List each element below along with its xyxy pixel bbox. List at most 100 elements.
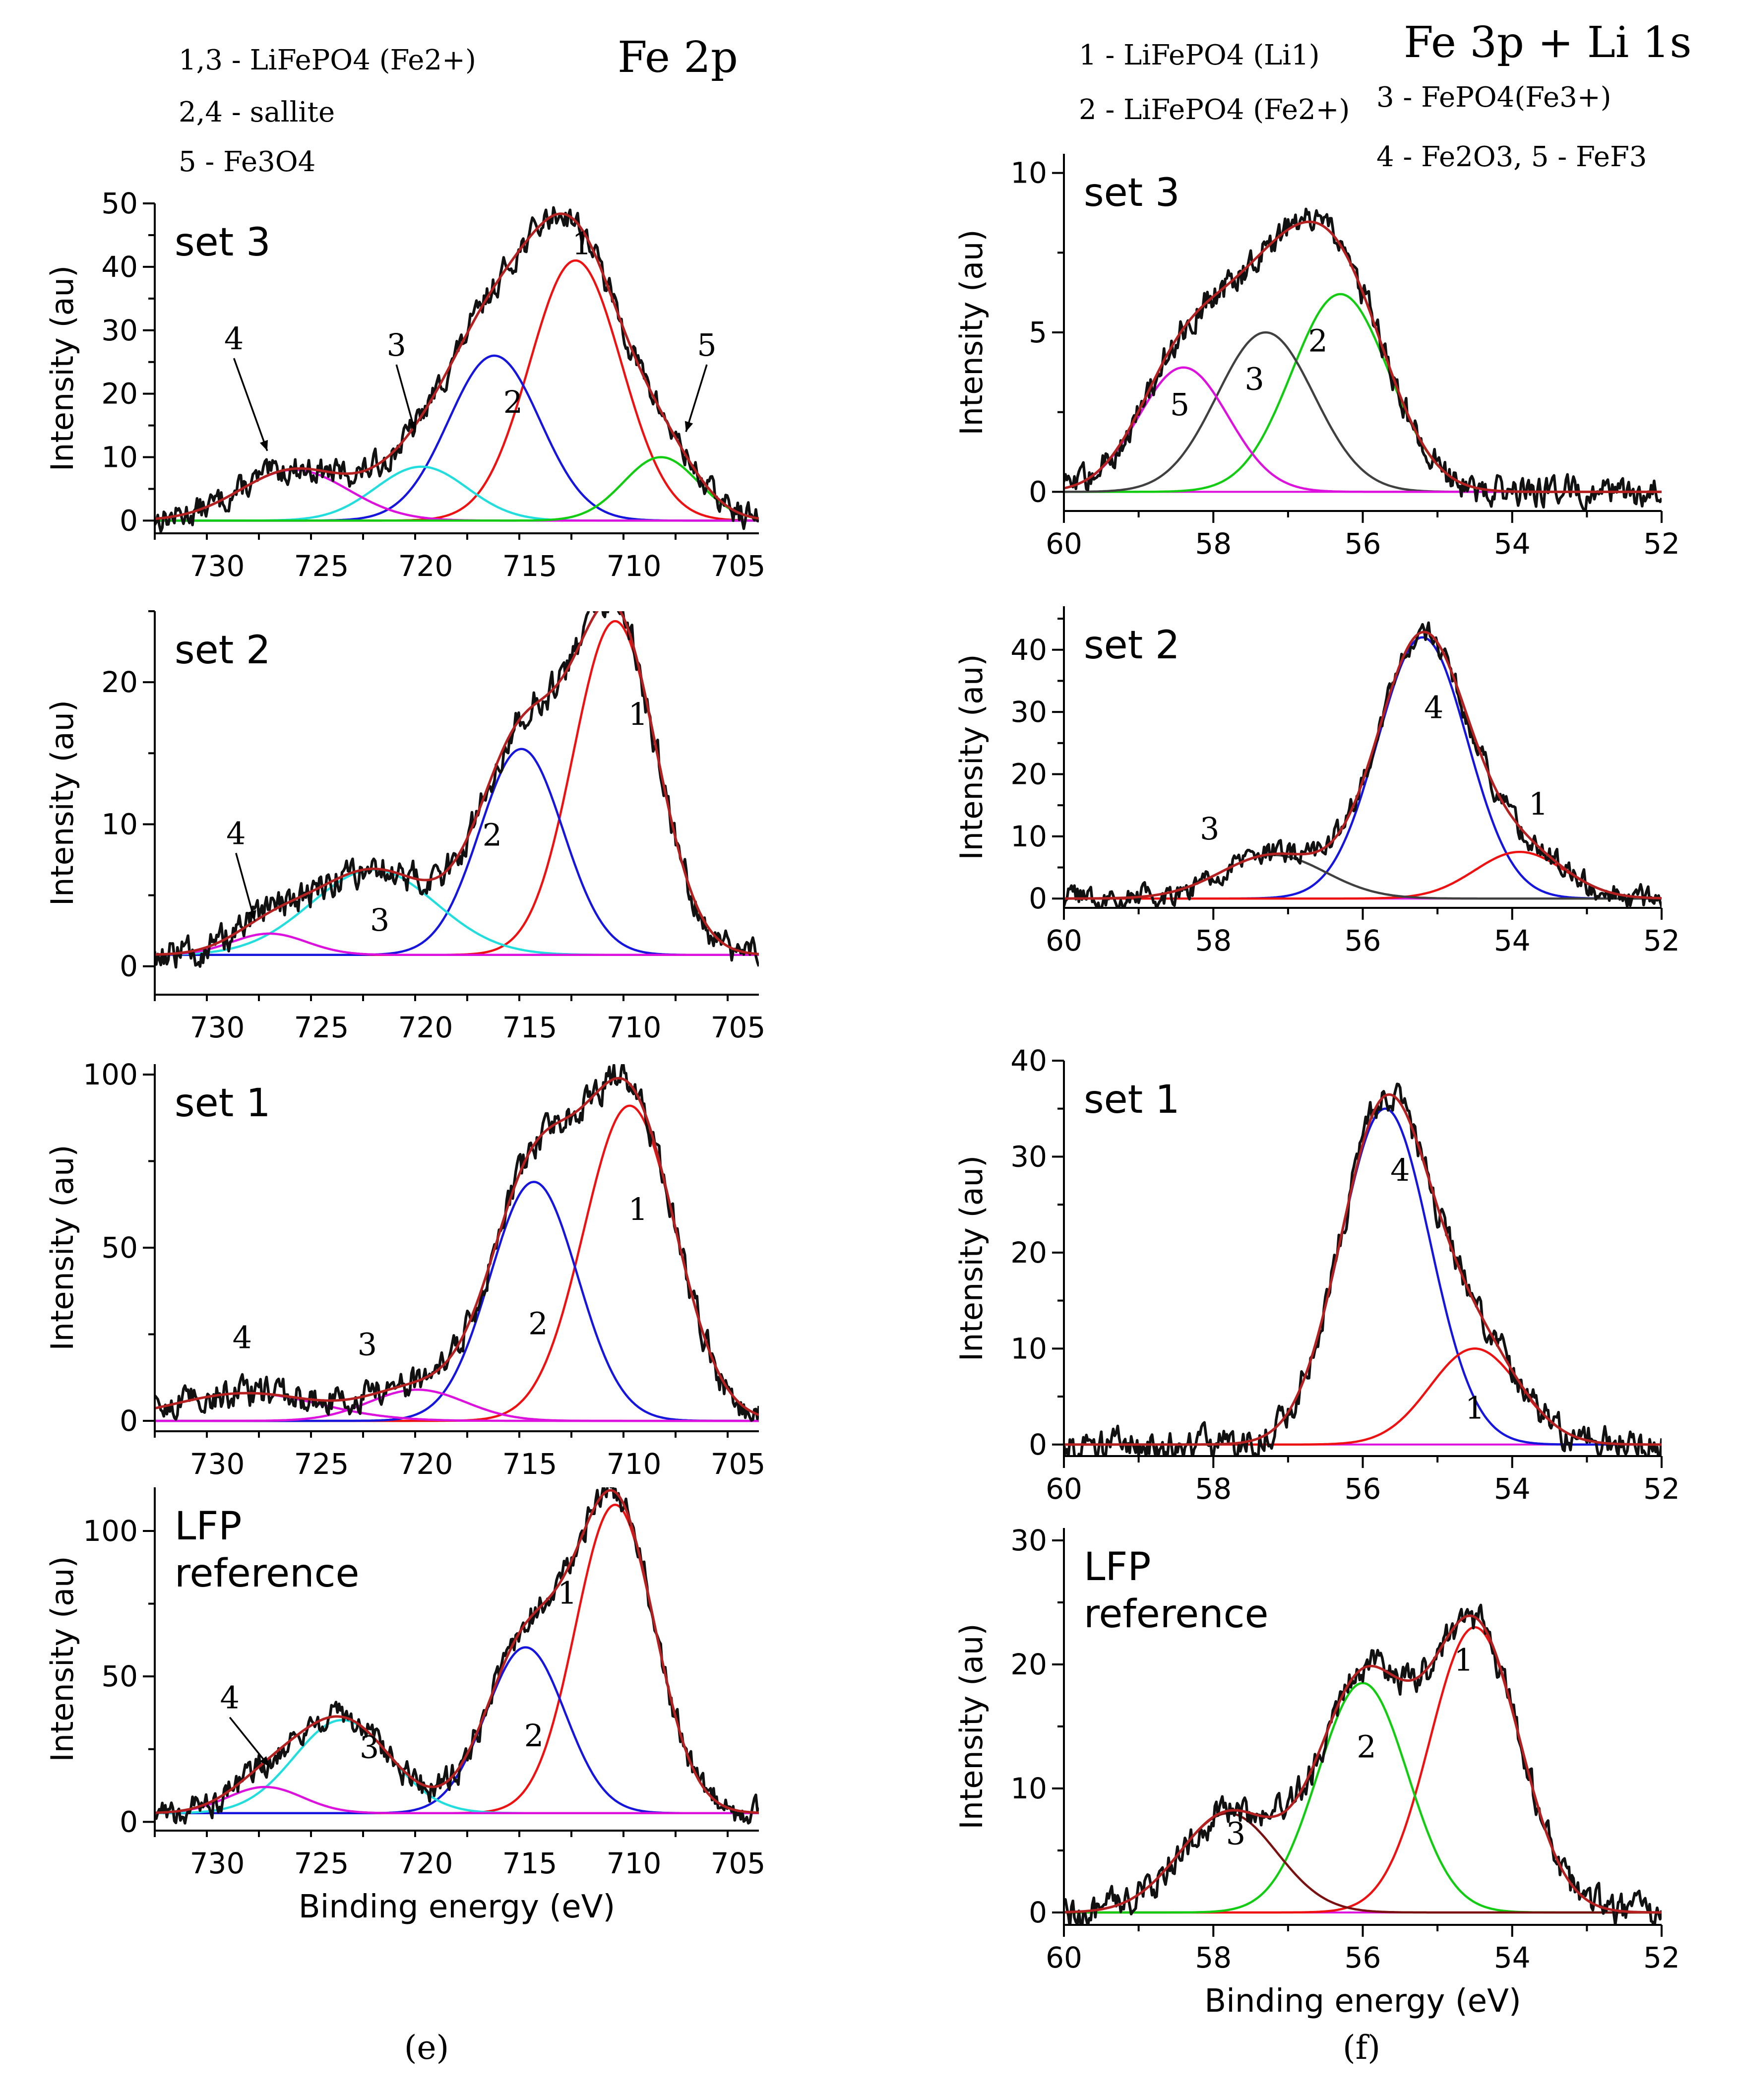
peak-number-label: 4	[1424, 690, 1443, 726]
y-tick-label: 0	[120, 1404, 138, 1438]
set-label: LFP	[175, 1504, 242, 1549]
chart-fe2p-set1: 730 725 720 715 710 705 0 50 100 Intensity (au) se…	[44, 1058, 765, 1481]
y-tick-label: 0	[120, 950, 138, 983]
label-arrow-head	[259, 1756, 269, 1767]
x-tick-label: 730	[190, 549, 245, 583]
chart-fe2p-set3: 730 725 720 715 710 705 0 10 20 30 40 50 Intensity (…	[44, 187, 765, 583]
caption-f: (f)	[1343, 2029, 1380, 2067]
y-tick-label: 0	[1029, 475, 1047, 509]
x-tick-label: 705	[711, 1011, 766, 1044]
y-tick-label: 30	[101, 314, 138, 347]
peak-number-label: 1	[628, 696, 648, 732]
y-tick-label: 50	[101, 1231, 138, 1265]
x-tick-label: 58	[1195, 924, 1232, 957]
measured-spectrum	[1064, 1082, 1662, 1456]
x-tick-label: 58	[1195, 1941, 1232, 1974]
measured-spectrum	[155, 1064, 759, 1422]
y-tick-label: 10	[1010, 156, 1047, 190]
envelope-fit	[1064, 1093, 1662, 1446]
y-tick-label: 10	[1010, 1772, 1047, 1805]
peak-number-label: 1	[1529, 786, 1548, 822]
x-tick-label: 725	[294, 1447, 349, 1481]
envelope-fit	[1064, 631, 1662, 900]
x-tick-label: 56	[1345, 924, 1381, 957]
peak-number-label: 4	[220, 1680, 239, 1716]
y-tick-label: 20	[1010, 1648, 1047, 1681]
x-tick-label: 52	[1643, 1941, 1680, 1974]
peak-number-label: 3	[358, 1326, 377, 1362]
x-tick-label: 60	[1046, 1472, 1082, 1506]
label-arrow-line	[233, 358, 268, 451]
x-tick-label: 60	[1046, 1941, 1082, 1974]
peak-number-label: 2	[1357, 1729, 1376, 1765]
y-tick-label: 100	[83, 1058, 138, 1091]
peak-number-label: 3	[1226, 1816, 1245, 1852]
peak-number-label: 3	[370, 902, 389, 938]
x-tick-label: 60	[1046, 527, 1082, 561]
y-axis-label: Intensity (au)	[44, 700, 80, 906]
panel-e-legend-1: 1,3 - LiFePO4 (Fe2+)	[179, 44, 476, 76]
peak-number-label: 5	[697, 327, 716, 363]
peak-number-label: 1	[558, 1575, 577, 1611]
label-arrow-line	[395, 364, 416, 432]
x-tick-label: 52	[1643, 527, 1680, 561]
envelope-fit	[155, 1077, 759, 1416]
y-tick-label: 100	[83, 1514, 138, 1548]
label-arrow-line	[229, 1717, 270, 1768]
y-axis-label: Intensity (au)	[953, 229, 990, 435]
plot-area	[155, 1064, 759, 1422]
envelope-fit	[155, 611, 759, 956]
set-label: set 2	[1084, 623, 1180, 668]
y-tick-label: 50	[101, 187, 138, 220]
plot-area	[1064, 1603, 1662, 1925]
peak-number-label: 2	[483, 817, 502, 853]
x-tick-label: 720	[398, 1846, 453, 1880]
peak-number-label: 2	[1308, 323, 1327, 359]
plot-area	[155, 206, 759, 533]
x-tick-label: 730	[190, 1846, 245, 1880]
plot-area	[155, 1487, 759, 1825]
label-arrow-head	[259, 440, 268, 451]
x-tick-label: 710	[607, 1011, 662, 1044]
x-tick-label: 720	[398, 1447, 453, 1481]
peak-5-curve	[155, 456, 759, 522]
y-tick-label: 10	[101, 441, 138, 474]
y-axis-label: Intensity (au)	[953, 654, 990, 860]
envelope-fit	[155, 212, 759, 520]
peak-number-label: 2	[503, 384, 523, 420]
y-tick-label: 0	[1029, 882, 1047, 915]
panel-e-title: Fe 2p	[618, 33, 738, 82]
y-tick-label: 0	[120, 1805, 138, 1839]
peak-number-label: 3	[386, 327, 406, 363]
caption-e: (e)	[404, 2029, 449, 2067]
x-tick-label: 710	[607, 549, 662, 583]
label-arrow-line	[235, 853, 256, 921]
y-tick-label: 20	[1010, 1236, 1047, 1270]
peak-number-label: 1	[1465, 1390, 1485, 1426]
panel-e-legend-3: 5 - Fe3O4	[179, 146, 315, 178]
label-arrow-head	[408, 421, 417, 432]
x-tick-label: 710	[607, 1447, 662, 1481]
peak-number-label: 3	[360, 1729, 379, 1765]
plot-area	[155, 611, 759, 969]
x-tick-label: 715	[502, 1846, 558, 1880]
panel-f-legend-3: 3 - FePO4(Fe3+)	[1376, 81, 1611, 114]
y-tick-label: 50	[101, 1659, 138, 1693]
x-tick-label: 715	[502, 1011, 558, 1044]
chart-fe3p-lfp: 60 58 56 54 52 0 10 20 30 Intensity (au) Binding e…	[953, 1524, 1680, 2020]
panel-e-legend-2: 2,4 - sallite	[179, 96, 335, 128]
y-tick-label: 30	[1010, 1524, 1047, 1557]
set-label: set 1	[175, 1081, 271, 1126]
peak-number-label: 3	[1244, 361, 1264, 397]
x-tick-label: 715	[502, 1447, 558, 1481]
x-tick-label: 52	[1643, 924, 1680, 957]
x-tick-label: 60	[1046, 924, 1082, 957]
chart-fe3p-set3: 60 58 56 54 52 0 5 10 Intensity (au) set 3 2 3 5	[953, 154, 1680, 561]
x-tick-label: 52	[1643, 1472, 1680, 1506]
y-axis-label: Intensity (au)	[44, 265, 80, 471]
y-axis-label: Intensity (au)	[953, 1623, 990, 1829]
y-tick-label: 30	[1010, 1140, 1047, 1173]
set-label: set 2	[175, 628, 271, 673]
measured-spectrum	[1064, 1603, 1662, 1925]
